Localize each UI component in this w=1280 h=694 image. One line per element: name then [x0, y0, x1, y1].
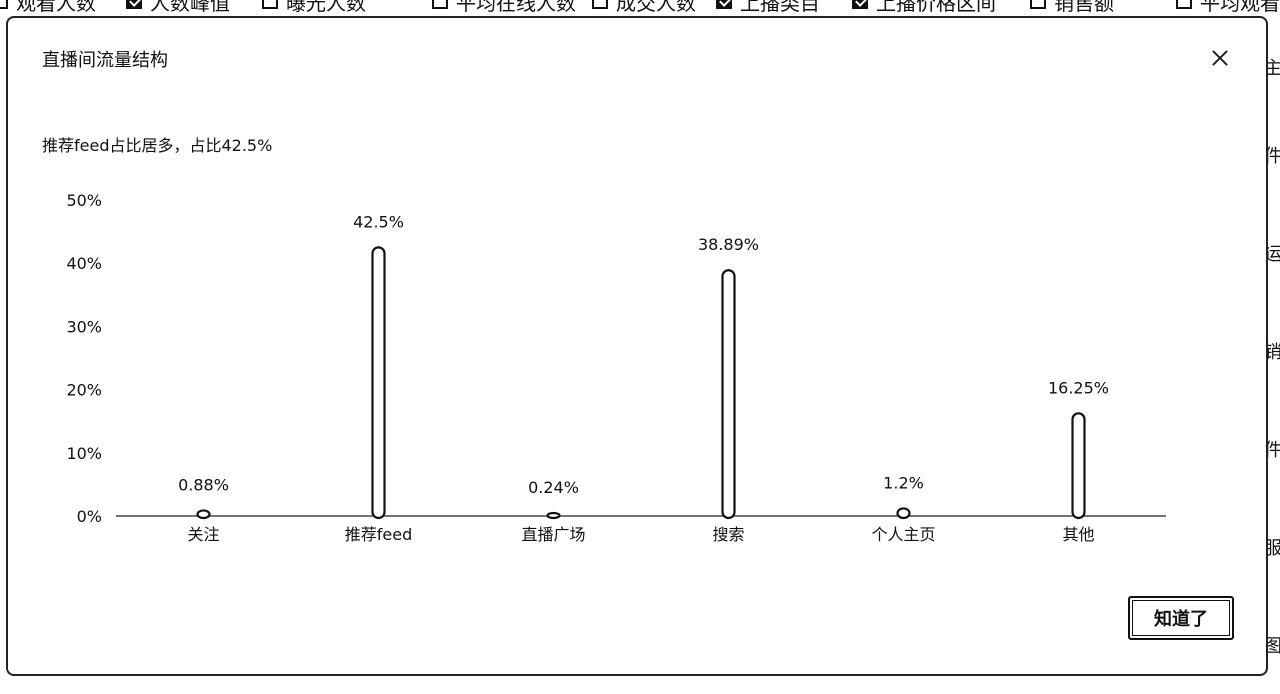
background-toolbar-label: 销售额: [1054, 0, 1114, 14]
background-toolbar-label: 观看人数: [16, 0, 96, 14]
traffic-bar-chart: 0% 10% 20% 30% 40% 50% 0.88% 关注 42.5% 推荐feed 0.24%…: [66, 191, 1166, 544]
background-toolbar-item[interactable]: 人数峰值: [126, 0, 230, 14]
background-toolbar-item[interactable]: 曝光人数: [262, 0, 366, 14]
modal-title: 直播间流量结构: [42, 50, 168, 71]
background-toolbar-label: 成交人数: [616, 0, 696, 14]
background-right-column: 主件运销件服图: [1266, 54, 1280, 694]
bar-value-label: 0.24%: [528, 478, 579, 497]
bar[interactable]: [546, 511, 561, 520]
background-toolbar-item[interactable]: 观看人数: [0, 0, 96, 14]
background-toolbar-item[interactable]: 销售额: [1030, 0, 1114, 14]
checkbox-icon[interactable]: [262, 0, 278, 9]
background-toolbar-label: 平均在线人数: [456, 0, 576, 14]
y-tick-label: 40%: [66, 254, 102, 273]
background-toolbar-label: 人数峰值: [150, 0, 230, 14]
bar[interactable]: [196, 509, 211, 520]
y-tick-label: 20%: [66, 381, 102, 400]
bar[interactable]: [896, 507, 911, 520]
checkbox-checked-icon[interactable]: [126, 0, 142, 9]
bar-value-label: 1.2%: [883, 473, 924, 492]
checkbox-icon[interactable]: [432, 0, 448, 9]
background-right-char: 主: [1266, 58, 1280, 79]
x-category-label: 个人主页: [871, 525, 935, 544]
background-toolbar-item[interactable]: 上播类目: [716, 0, 820, 14]
y-tick-label: 10%: [66, 444, 102, 463]
y-tick-label: 0%: [77, 507, 102, 526]
traffic-structure-modal: 直播间流量结构 推荐feed占比居多，占比42.5% 0% 10% 20% 30% 40…: [6, 16, 1268, 676]
checkbox-icon[interactable]: [1176, 0, 1192, 9]
bar[interactable]: [371, 246, 386, 520]
bar[interactable]: [1071, 412, 1086, 520]
checkbox-icon[interactable]: [592, 0, 608, 9]
x-category-label: 推荐feed: [345, 525, 412, 544]
y-tick-label: 50%: [66, 191, 102, 210]
bar[interactable]: [721, 269, 736, 520]
bar-value-label: 16.25%: [1048, 378, 1109, 397]
x-category-label: 其他: [1062, 525, 1094, 544]
background-right-char: 件: [1266, 146, 1280, 167]
checkbox-icon[interactable]: [0, 0, 8, 9]
got-it-button[interactable]: 知道了: [1128, 596, 1234, 640]
background-right-char: 件: [1266, 440, 1280, 461]
background-toolbar-item[interactable]: 平均观看时: [1176, 0, 1280, 14]
x-category-label: 搜索: [712, 525, 744, 544]
bar-value-label: 0.88%: [178, 475, 229, 494]
x-category-label: 关注: [187, 525, 219, 544]
background-toolbar-label: 平均观看时: [1200, 0, 1280, 14]
checkbox-checked-icon[interactable]: [716, 0, 732, 9]
background-toolbar-label: 上播类目: [740, 0, 820, 14]
background-toolbar: 观看人数 人数峰值 曝光人数 平均在线人数 成交人数 上播类目 上播价格区间 销售额 平均观看时: [0, 0, 1280, 14]
background-toolbar-item[interactable]: 成交人数: [592, 0, 696, 14]
background-toolbar-item[interactable]: 平均在线人数: [432, 0, 576, 14]
background-toolbar-item[interactable]: 上播价格区间: [852, 0, 996, 14]
background-toolbar-label: 上播价格区间: [876, 0, 996, 14]
x-category-label: 直播广场: [521, 525, 585, 544]
background-right-char: 销: [1266, 342, 1280, 363]
checkbox-checked-icon[interactable]: [852, 0, 868, 9]
y-tick-label: 30%: [66, 317, 102, 336]
background-right-char: 服: [1266, 538, 1280, 559]
bar-value-label: 42.5%: [353, 212, 404, 231]
background-right-char: 图: [1266, 636, 1280, 657]
background-toolbar-label: 曝光人数: [286, 0, 366, 14]
chart-summary: 推荐feed占比居多，占比42.5%: [42, 136, 273, 155]
background-right-char: 运: [1266, 244, 1280, 265]
bar-value-label: 38.89%: [698, 235, 759, 254]
checkbox-icon[interactable]: [1030, 0, 1046, 9]
